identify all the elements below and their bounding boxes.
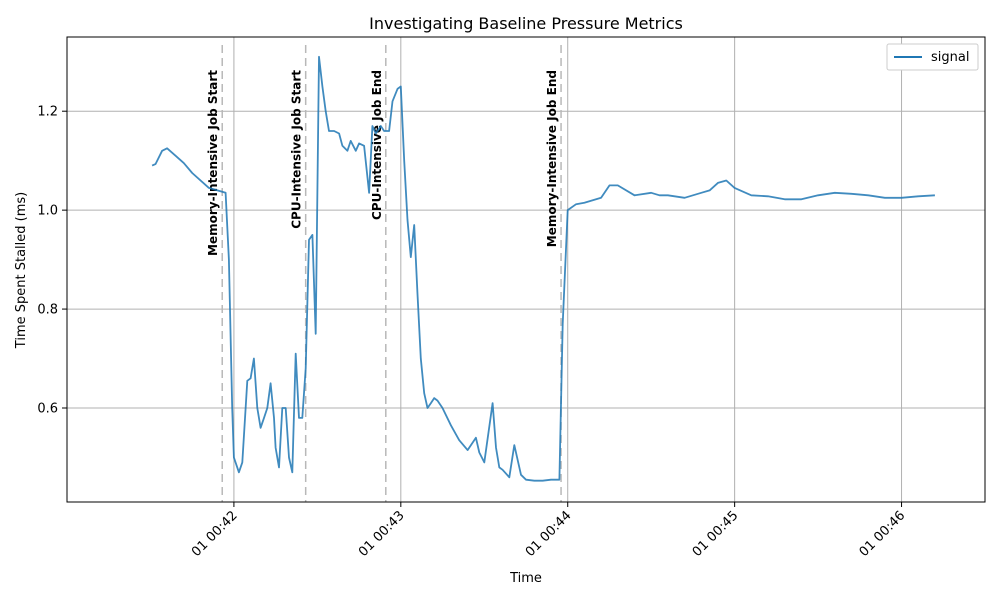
legend: signal [886,43,979,71]
annotation-label-3: Memory-Intensive Job End [545,70,559,247]
y-tick-label-3: 1.2 [37,105,58,120]
legend-box [886,43,979,71]
legend-label-signal: signal [931,50,969,65]
plot-frame [66,36,986,503]
grid-lines [67,37,985,502]
chart-title: Investigating Baseline Pressure Metrics [369,14,683,33]
annotation-label-2: CPU-Intensive Job End [370,70,384,220]
annotation-label-1: CPU-Intensive Job Start [290,70,304,229]
y-axis-ticks: 0.6 0.8 1.0 1.2 [37,105,67,417]
annotation-label-0: Memory-Intensive Job Start [206,70,220,256]
x-axis-title: Time [509,571,542,586]
y-tick-label-2: 1.0 [37,204,58,219]
y-axis-title: Time Spent Stalled (ms) [14,192,29,349]
y-tick-label-0: 0.6 [37,402,58,417]
series-group [151,55,935,482]
y-tick-label-1: 0.8 [37,303,58,318]
series-line-signal [151,55,935,482]
